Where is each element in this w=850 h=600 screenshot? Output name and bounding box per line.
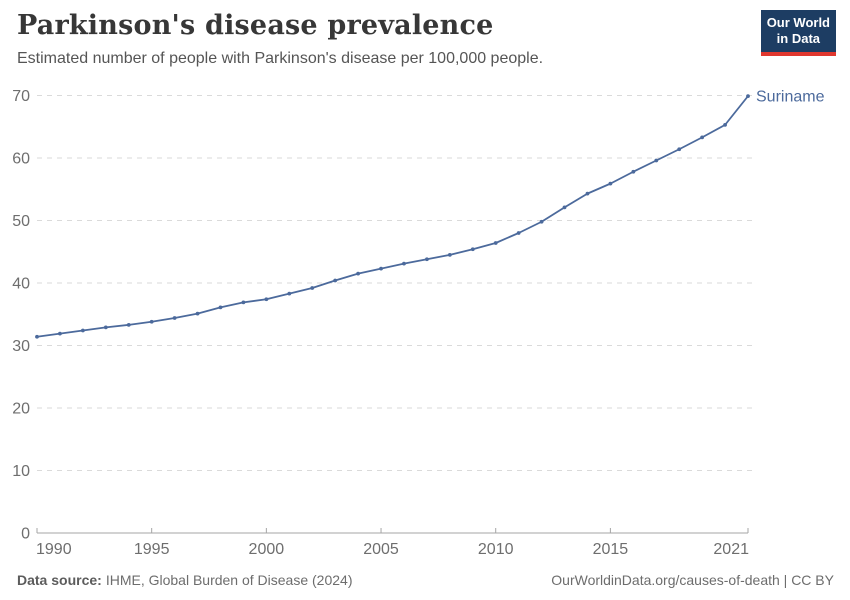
data-point-marker[interactable]: [172, 316, 177, 320]
owid-logo: Our World in Data: [760, 10, 836, 56]
y-axis-tick-label: 70: [12, 88, 30, 105]
data-point-marker[interactable]: [516, 231, 521, 235]
x-axis-tick-label: 1995: [134, 541, 170, 558]
y-axis-tick-label: 0: [21, 526, 30, 543]
x-axis-tick-label: 2000: [249, 541, 285, 558]
chart-footer: Data source: IHME, Global Burden of Disea…: [17, 572, 834, 588]
data-point-marker[interactable]: [149, 319, 154, 324]
data-point-marker[interactable]: [58, 331, 62, 336]
data-point-marker[interactable]: [333, 278, 338, 283]
y-axis-tick-label: 50: [12, 213, 30, 230]
x-axis-tick-label: 2005: [363, 541, 399, 558]
data-point-marker[interactable]: [287, 291, 292, 296]
data-point-marker[interactable]: [700, 135, 705, 140]
data-point-marker[interactable]: [631, 169, 636, 174]
y-axis-tick-label: 30: [12, 338, 30, 355]
data-point-marker[interactable]: [562, 205, 567, 210]
data-point-marker[interactable]: [264, 297, 269, 302]
data-point-marker[interactable]: [241, 300, 246, 305]
data-source-label: Data source:: [17, 572, 102, 588]
data-point-marker[interactable]: [470, 247, 475, 252]
data-point-marker[interactable]: [585, 191, 590, 196]
footer-link[interactable]: OurWorldinData.org/causes-of-death | CC …: [551, 572, 834, 588]
owid-logo-line1: Our World: [766, 15, 830, 30]
data-point-marker[interactable]: [80, 328, 85, 333]
data-point-marker[interactable]: [379, 266, 383, 271]
data-source-note: Data source: IHME, Global Burden of Disea…: [17, 572, 353, 588]
page-title: Parkinson's disease prevalence: [17, 10, 494, 41]
y-axis-tick-label: 20: [12, 401, 30, 418]
x-axis-tick-label: 2021: [713, 541, 749, 558]
chart-header: Parkinson's disease prevalence Estimated…: [17, 10, 740, 68]
data-point-marker[interactable]: [608, 181, 613, 186]
data-point-marker[interactable]: [126, 322, 131, 327]
y-axis-tick-label: 60: [12, 151, 30, 168]
x-axis-tick-label: 1990: [36, 541, 72, 558]
data-point-marker[interactable]: [402, 261, 406, 266]
data-point-marker[interactable]: [539, 219, 544, 224]
series-line-suriname[interactable]: [36, 95, 749, 338]
data-point-marker[interactable]: [493, 241, 498, 245]
data-point-marker[interactable]: [746, 94, 750, 99]
data-point-marker[interactable]: [425, 257, 429, 262]
data-point-marker[interactable]: [218, 305, 223, 310]
data-point-marker[interactable]: [195, 311, 200, 316]
data-point-marker[interactable]: [356, 271, 360, 276]
data-source-value: IHME, Global Burden of Disease (2024): [105, 572, 353, 588]
data-point-marker[interactable]: [103, 325, 108, 330]
y-axis-tick-label: 10: [12, 463, 30, 480]
data-point-marker[interactable]: [677, 147, 682, 152]
data-point-marker[interactable]: [723, 122, 727, 127]
data-point-marker[interactable]: [310, 286, 315, 290]
data-point-marker[interactable]: [654, 158, 659, 163]
data-point-marker[interactable]: [447, 252, 452, 257]
x-axis-tick-label: 2010: [478, 541, 514, 558]
x-axis-tick-label: 2015: [593, 541, 629, 558]
data-point-marker[interactable]: [35, 334, 39, 339]
chart-subtitle: Estimated number of people with Parkinso…: [17, 50, 544, 67]
y-axis-tick-label: 40: [12, 276, 30, 293]
owid-logo-line2: in Data: [776, 31, 821, 47]
entity-label-suriname[interactable]: Suriname: [756, 89, 825, 106]
